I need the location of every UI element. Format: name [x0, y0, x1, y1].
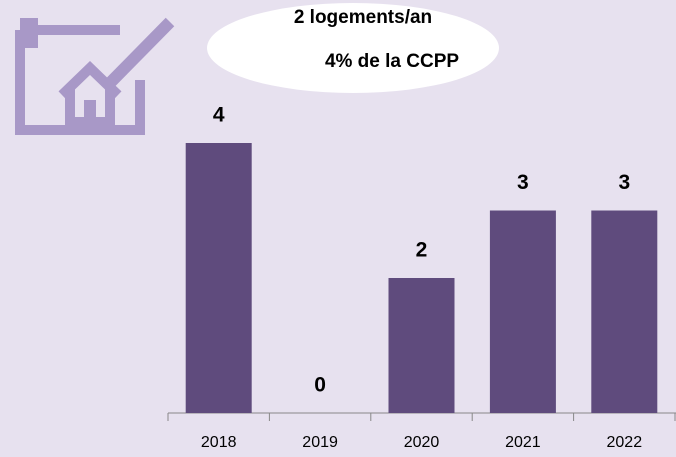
annotation-bubble — [207, 3, 499, 93]
bar — [591, 210, 658, 413]
x-tick-label: 2018 — [201, 434, 237, 451]
bar — [489, 210, 556, 413]
annotation: 2 logements/an — [294, 7, 432, 28]
bar — [185, 143, 252, 413]
icon-roll — [20, 18, 38, 48]
data-label: 2 — [416, 239, 428, 262]
icon-door — [84, 100, 96, 122]
x-tick-label: 2020 — [404, 434, 440, 451]
icon-pencil — [103, 17, 175, 90]
icon — [15, 17, 175, 135]
data-label: 3 — [517, 171, 529, 194]
data-label: 3 — [618, 171, 630, 194]
annotation: 4% de la CCPP — [325, 51, 459, 72]
x-tick-label: 2021 — [505, 434, 541, 451]
bar — [388, 278, 455, 413]
data-label: 0 — [314, 374, 326, 397]
data-label: 4 — [213, 104, 225, 127]
x-tick-label: 2019 — [302, 434, 338, 451]
x-tick-label: 2022 — [607, 434, 643, 451]
